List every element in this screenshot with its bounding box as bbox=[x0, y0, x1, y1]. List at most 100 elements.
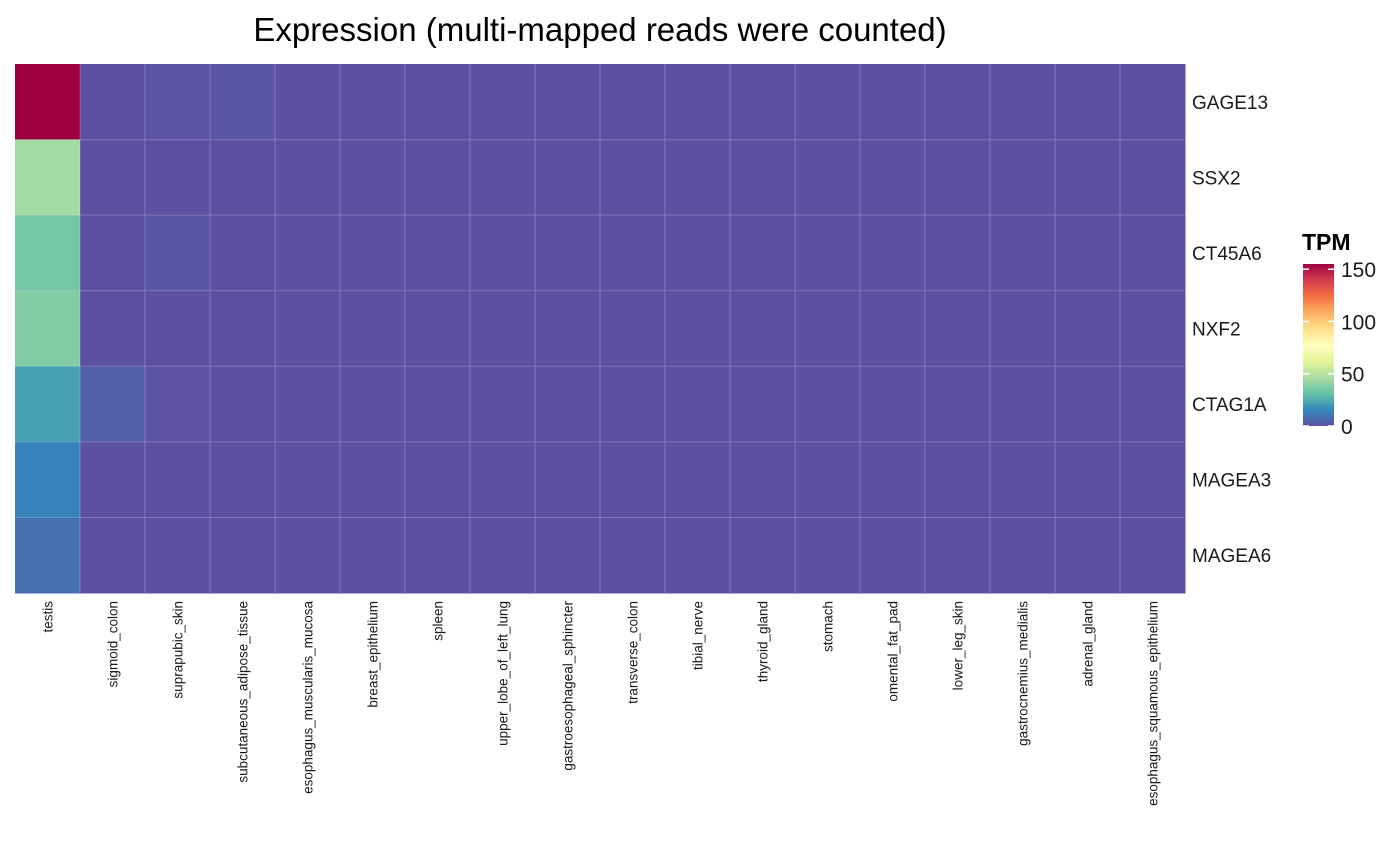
heatmap-cell-SSX2-transverse_colon bbox=[600, 139, 666, 216]
heatmap-cell-SSX2-suprapubic_skin bbox=[145, 139, 211, 216]
heatmap-cell-GAGE13-gastroesophageal_sphincter bbox=[535, 64, 601, 141]
heatmap-cell-SSX2-sigmoid_colon bbox=[80, 139, 146, 216]
heatmap-cell-MAGEA6-breast_epithelium bbox=[340, 517, 406, 594]
heatmap-cell-SSX2-upper_lobe_of_left_lung bbox=[470, 139, 536, 216]
tissue-label-testis: testis bbox=[41, 601, 56, 633]
heatmap-cell-GAGE13-spleen bbox=[405, 64, 471, 141]
heatmap-cell-GAGE13-omental_fat_pad bbox=[860, 64, 926, 141]
heatmap-cell-SSX2-esophagus_muscularis_mucosa bbox=[275, 139, 341, 216]
heatmap-cell-CTAG1A-sigmoid_colon bbox=[80, 366, 146, 443]
heatmap-cell-CT45A6-stomach bbox=[795, 215, 861, 292]
heatmap-cell-NXF2-stomach bbox=[795, 290, 861, 367]
heatmap-cell-MAGEA6-esophagus_muscularis_mucosa bbox=[275, 517, 341, 594]
heatmap-cell-CTAG1A-suprapubic_skin bbox=[145, 366, 211, 443]
heatmap-cell-MAGEA6-stomach bbox=[795, 517, 861, 594]
tissue-label-lower_leg_skin: lower_leg_skin bbox=[951, 601, 966, 690]
heatmap-cell-CTAG1A-omental_fat_pad bbox=[860, 366, 926, 443]
heatmap-cell-CTAG1A-gastrocnemius_medialis bbox=[990, 366, 1056, 443]
heatmap-cell-CTAG1A-esophagus_muscularis_mucosa bbox=[275, 366, 341, 443]
legend-colorbar bbox=[1303, 264, 1334, 426]
legend-tick-label: 150 bbox=[1341, 259, 1376, 282]
heatmap-cell-CTAG1A-spleen bbox=[405, 366, 471, 443]
heatmap-cell-SSX2-tibial_nerve bbox=[665, 139, 731, 216]
heatmap-cell-GAGE13-breast_epithelium bbox=[340, 64, 406, 141]
heatmap-cell-MAGEA6-subcutaneous_adipose_tissue bbox=[210, 517, 276, 594]
heatmap-cell-SSX2-subcutaneous_adipose_tissue bbox=[210, 139, 276, 216]
gene-label-MAGEA6: MAGEA6 bbox=[1192, 546, 1271, 567]
heatmap-cell-MAGEA6-omental_fat_pad bbox=[860, 517, 926, 594]
heatmap-cell-MAGEA6-suprapubic_skin bbox=[145, 517, 211, 594]
heatmap-cell-SSX2-testis bbox=[15, 139, 81, 216]
heatmap-cell-MAGEA6-gastroesophageal_sphincter bbox=[535, 517, 601, 594]
heatmap-cell-NXF2-spleen bbox=[405, 290, 471, 367]
heatmap-cell-CT45A6-upper_lobe_of_left_lung bbox=[470, 215, 536, 292]
heatmap-cell-SSX2-esophagus_squamous_epithelium bbox=[1120, 139, 1186, 216]
heatmap-cell-GAGE13-subcutaneous_adipose_tissue bbox=[210, 64, 276, 141]
tissue-label-sigmoid_colon: sigmoid_colon bbox=[106, 601, 121, 687]
heatmap-cell-CTAG1A-gastroesophageal_sphincter bbox=[535, 366, 601, 443]
heatmap-cell-MAGEA3-esophagus_muscularis_mucosa bbox=[275, 441, 341, 518]
heatmap-cell-NXF2-testis bbox=[15, 290, 81, 367]
heatmap-cell-MAGEA6-upper_lobe_of_left_lung bbox=[470, 517, 536, 594]
heatmap-cell-MAGEA3-stomach bbox=[795, 441, 861, 518]
heatmap-cell-CTAG1A-adrenal_gland bbox=[1055, 366, 1121, 443]
heatmap-cell-MAGEA3-gastroesophageal_sphincter bbox=[535, 441, 601, 518]
heatmap-cell-CT45A6-adrenal_gland bbox=[1055, 215, 1121, 292]
heatmap-cell-NXF2-suprapubic_skin bbox=[145, 290, 211, 367]
heatmap-cell-GAGE13-sigmoid_colon bbox=[80, 64, 146, 141]
heatmap-cell-CTAG1A-tibial_nerve bbox=[665, 366, 731, 443]
tissue-label-upper_lobe_of_left_lung: upper_lobe_of_left_lung bbox=[496, 601, 511, 746]
heatmap-cell-MAGEA6-testis bbox=[15, 517, 81, 594]
heatmap-cell-SSX2-omental_fat_pad bbox=[860, 139, 926, 216]
heatmap-cell-MAGEA3-esophagus_squamous_epithelium bbox=[1120, 441, 1186, 518]
heatmap-cell-MAGEA6-sigmoid_colon bbox=[80, 517, 146, 594]
heatmap-cell-MAGEA3-adrenal_gland bbox=[1055, 441, 1121, 518]
heatmap-cells bbox=[15, 64, 1186, 594]
heatmap-cell-MAGEA6-lower_leg_skin bbox=[925, 517, 991, 594]
heatmap-cell-MAGEA6-tibial_nerve bbox=[665, 517, 731, 594]
gene-label-CT45A6: CT45A6 bbox=[1192, 244, 1262, 265]
heatmap-cell-CTAG1A-esophagus_squamous_epithelium bbox=[1120, 366, 1186, 443]
color-legend: TPM 0 50 100 150 bbox=[1302, 229, 1376, 439]
tissue-label-esophagus_muscularis_mucosa: esophagus_muscularis_mucosa bbox=[301, 601, 316, 794]
heatmap-cell-CT45A6-suprapubic_skin bbox=[145, 215, 211, 292]
heatmap-cell-MAGEA6-gastrocnemius_medialis bbox=[990, 517, 1056, 594]
heatmap-cell-MAGEA3-gastrocnemius_medialis bbox=[990, 441, 1056, 518]
heatmap-cell-CTAG1A-testis bbox=[15, 366, 81, 443]
heatmap-cell-CT45A6-esophagus_squamous_epithelium bbox=[1120, 215, 1186, 292]
heatmap-cell-CT45A6-esophagus_muscularis_mucosa bbox=[275, 215, 341, 292]
heatmap-cell-GAGE13-stomach bbox=[795, 64, 861, 141]
tissue-label-subcutaneous_adipose_tissue: subcutaneous_adipose_tissue bbox=[236, 601, 251, 783]
gene-label-GAGE13: GAGE13 bbox=[1192, 93, 1268, 114]
heatmap-cell-SSX2-gastrocnemius_medialis bbox=[990, 139, 1056, 216]
heatmap-cell-GAGE13-esophagus_muscularis_mucosa bbox=[275, 64, 341, 141]
heatmap-cell-MAGEA3-breast_epithelium bbox=[340, 441, 406, 518]
tissue-label-omental_fat_pad: omental_fat_pad bbox=[886, 601, 901, 702]
heatmap-cell-GAGE13-testis bbox=[15, 64, 81, 141]
legend-ticks: 0 50 100 150 bbox=[1303, 259, 1376, 439]
heatmap-cell-CT45A6-breast_epithelium bbox=[340, 215, 406, 292]
tissue-labels: testis sigmoid_colon suprapubic_skin subcut… bbox=[41, 601, 1161, 806]
heatmap-cell-CTAG1A-stomach bbox=[795, 366, 861, 443]
heatmap-cell-CTAG1A-breast_epithelium bbox=[340, 366, 406, 443]
tissue-label-thyroid_gland: thyroid_gland bbox=[756, 601, 771, 682]
gene-labels: GAGE13 SSX2 CT45A6 NXF2 CTAG1A MAGEA3 MAGEA6 bbox=[1192, 93, 1271, 567]
heatmap-cell-GAGE13-thyroid_gland bbox=[730, 64, 796, 141]
heatmap-cell-NXF2-gastrocnemius_medialis bbox=[990, 290, 1056, 367]
heatmap-cell-MAGEA3-omental_fat_pad bbox=[860, 441, 926, 518]
heatmap-cell-NXF2-transverse_colon bbox=[600, 290, 666, 367]
heatmap-cell-CT45A6-tibial_nerve bbox=[665, 215, 731, 292]
heatmap-cell-MAGEA3-sigmoid_colon bbox=[80, 441, 146, 518]
heatmap-cell-MAGEA3-testis bbox=[15, 441, 81, 518]
heatmap-cell-NXF2-esophagus_squamous_epithelium bbox=[1120, 290, 1186, 367]
chart-title: Expression (multi-mapped reads were coun… bbox=[253, 11, 946, 48]
gene-label-SSX2: SSX2 bbox=[1192, 168, 1241, 189]
tissue-label-esophagus_squamous_epithelium: esophagus_squamous_epithelium bbox=[1146, 601, 1161, 806]
heatmap-cell-NXF2-subcutaneous_adipose_tissue bbox=[210, 290, 276, 367]
heatmap-cell-GAGE13-transverse_colon bbox=[600, 64, 666, 141]
heatmap-cell-NXF2-lower_leg_skin bbox=[925, 290, 991, 367]
heatmap-cell-CTAG1A-thyroid_gland bbox=[730, 366, 796, 443]
heatmap-cell-MAGEA6-thyroid_gland bbox=[730, 517, 796, 594]
heatmap-cell-MAGEA6-adrenal_gland bbox=[1055, 517, 1121, 594]
